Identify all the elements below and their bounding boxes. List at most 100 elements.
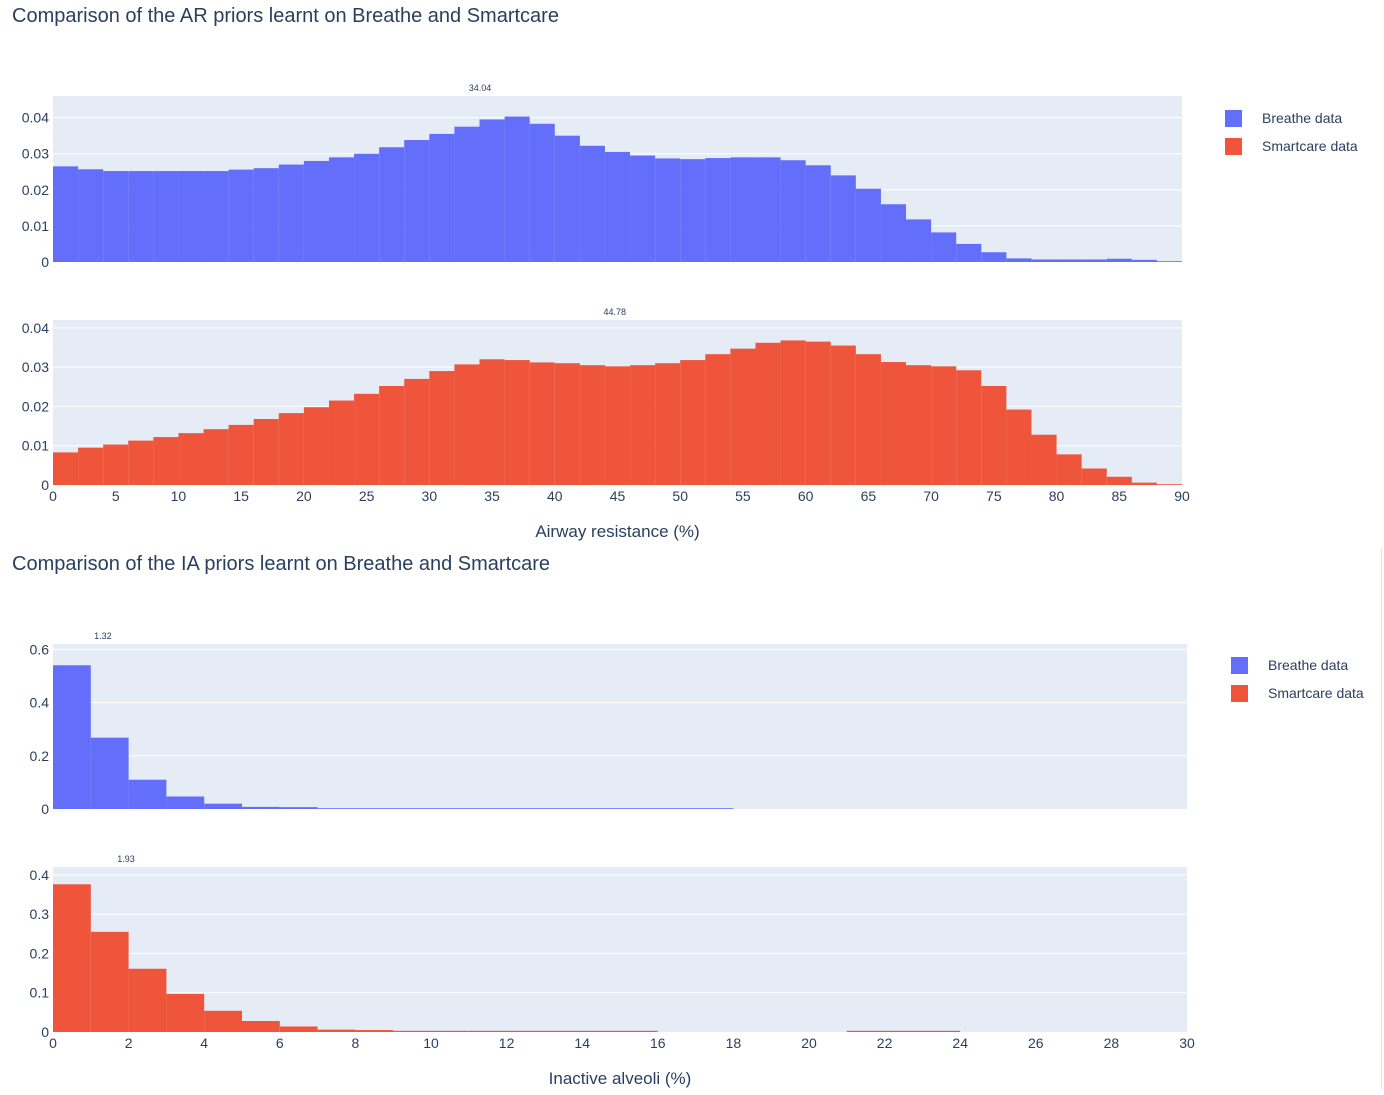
histogram-bar[interactable]	[604, 366, 631, 485]
histogram-bar[interactable]	[620, 1030, 658, 1032]
histogram-bar[interactable]	[355, 1030, 394, 1032]
histogram-bar[interactable]	[479, 119, 505, 263]
legend-item-breathe[interactable]: Breathe data	[1225, 104, 1358, 132]
histogram-bar[interactable]	[328, 157, 355, 262]
histogram-bar[interactable]	[579, 145, 605, 262]
histogram-bar[interactable]	[203, 429, 229, 485]
histogram-bar[interactable]	[554, 135, 580, 262]
histogram-bar[interactable]	[429, 133, 455, 262]
histogram-bar[interactable]	[554, 363, 580, 485]
histogram-bar[interactable]	[355, 808, 394, 809]
histogram-bar[interactable]	[620, 808, 658, 809]
histogram-bar[interactable]	[1056, 259, 1082, 262]
histogram-bar[interactable]	[931, 232, 957, 262]
histogram-bar[interactable]	[78, 447, 104, 485]
histogram-bar[interactable]	[780, 340, 806, 485]
histogram-bar[interactable]	[931, 366, 957, 485]
histogram-bar[interactable]	[880, 204, 907, 262]
histogram-bar[interactable]	[1031, 259, 1057, 262]
histogram-bar[interactable]	[657, 808, 696, 809]
histogram-bar[interactable]	[479, 359, 505, 485]
histogram-bar[interactable]	[544, 808, 583, 809]
histogram-bar[interactable]	[755, 342, 781, 485]
histogram-bar[interactable]	[303, 160, 329, 262]
histogram-bar[interactable]	[922, 1030, 961, 1032]
histogram-bar[interactable]	[279, 807, 318, 809]
histogram-bar[interactable]	[317, 808, 356, 809]
histogram-bar[interactable]	[90, 931, 129, 1032]
histogram-bar[interactable]	[178, 433, 204, 485]
histogram-bar[interactable]	[956, 243, 982, 262]
histogram-bar[interactable]	[178, 171, 204, 262]
histogram-bar[interactable]	[780, 160, 806, 262]
histogram-bar[interactable]	[680, 360, 706, 485]
histogram-bar[interactable]	[1106, 258, 1132, 262]
histogram-bar[interactable]	[253, 168, 279, 262]
histogram-bar[interactable]	[755, 157, 781, 262]
histogram-bar[interactable]	[504, 360, 530, 485]
histogram-bar[interactable]	[78, 169, 104, 262]
histogram-bar[interactable]	[805, 341, 831, 485]
histogram-bar[interactable]	[454, 126, 480, 262]
histogram-bar[interactable]	[278, 413, 304, 485]
histogram-bar[interactable]	[354, 393, 380, 485]
histogram-bar[interactable]	[278, 164, 304, 262]
histogram-bar[interactable]	[103, 171, 129, 262]
histogram-bar[interactable]	[153, 437, 179, 485]
histogram-bar[interactable]	[53, 665, 91, 809]
histogram-bar[interactable]	[604, 151, 631, 262]
histogram-bar[interactable]	[506, 808, 545, 809]
histogram-bar[interactable]	[805, 165, 831, 262]
legend-item-smartcare[interactable]: Smartcare data	[1231, 679, 1364, 707]
histogram-bar[interactable]	[203, 171, 229, 262]
histogram-bar[interactable]	[906, 219, 932, 262]
histogram-bar[interactable]	[579, 365, 605, 485]
histogram-bar[interactable]	[204, 1010, 242, 1032]
legend-item-breathe[interactable]: Breathe data	[1231, 651, 1364, 679]
legend-item-smartcare[interactable]: Smartcare data	[1225, 132, 1358, 160]
histogram-bar[interactable]	[880, 362, 907, 485]
histogram-bar[interactable]	[128, 171, 154, 262]
histogram-bar[interactable]	[242, 1021, 280, 1032]
histogram-bar[interactable]	[393, 1030, 431, 1032]
histogram-bar[interactable]	[379, 386, 405, 485]
histogram-bar[interactable]	[1156, 261, 1182, 262]
histogram-bar[interactable]	[1031, 434, 1057, 485]
histogram-bar[interactable]	[695, 808, 734, 809]
histogram-bar[interactable]	[53, 884, 91, 1032]
histogram-bar[interactable]	[1006, 258, 1032, 262]
histogram-bar[interactable]	[1081, 259, 1107, 262]
histogram-bar[interactable]	[404, 140, 430, 262]
histogram-bar[interactable]	[1131, 482, 1157, 485]
histogram-bar[interactable]	[468, 1030, 507, 1032]
histogram-bar[interactable]	[582, 1030, 620, 1032]
histogram-bar[interactable]	[680, 159, 706, 262]
histogram-bar[interactable]	[504, 116, 530, 262]
histogram-bar[interactable]	[128, 968, 167, 1032]
histogram-bar[interactable]	[204, 803, 242, 809]
histogram-bar[interactable]	[431, 808, 469, 809]
histogram-bar[interactable]	[393, 808, 431, 809]
histogram-bar[interactable]	[855, 354, 881, 485]
histogram-bar[interactable]	[53, 166, 79, 262]
histogram-bar[interactable]	[128, 779, 167, 809]
histogram-bar[interactable]	[655, 158, 681, 262]
histogram-bar[interactable]	[906, 365, 932, 485]
histogram-bar[interactable]	[1106, 476, 1132, 485]
histogram-bar[interactable]	[431, 1030, 469, 1032]
histogram-bar[interactable]	[429, 371, 455, 485]
histogram-bar[interactable]	[956, 370, 982, 485]
histogram-bar[interactable]	[354, 153, 380, 262]
histogram-bar[interactable]	[279, 1026, 318, 1033]
histogram-bar[interactable]	[253, 419, 279, 485]
histogram-bar[interactable]	[506, 1030, 545, 1032]
histogram-bar[interactable]	[730, 348, 756, 485]
histogram-bar[interactable]	[317, 1029, 356, 1032]
histogram-bar[interactable]	[855, 188, 881, 262]
histogram-bar[interactable]	[1081, 468, 1107, 486]
histogram-bar[interactable]	[1156, 484, 1182, 485]
histogram-bar[interactable]	[630, 155, 656, 262]
histogram-bar[interactable]	[228, 169, 254, 262]
histogram-bar[interactable]	[529, 362, 555, 485]
histogram-bar[interactable]	[303, 407, 329, 485]
